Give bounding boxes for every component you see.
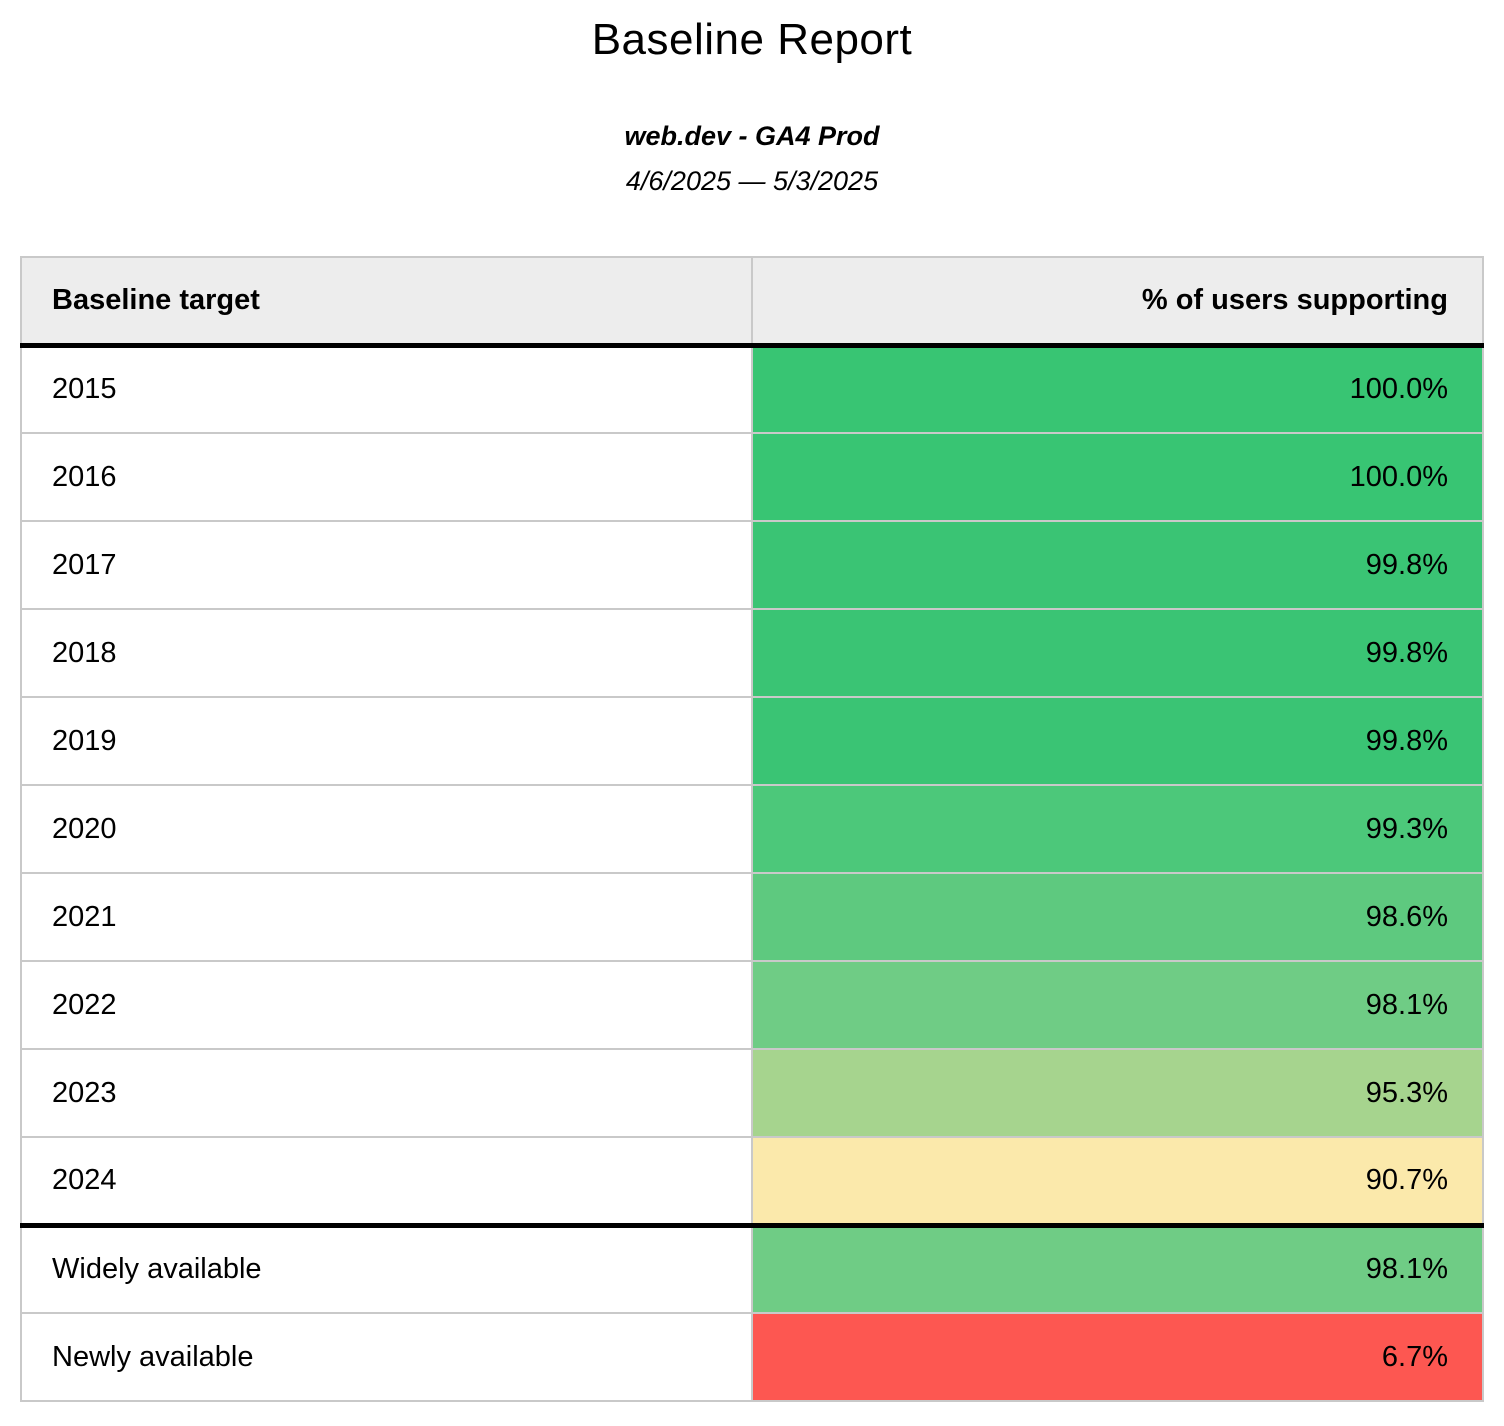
table-row: Widely available 98.1% [20,1222,1484,1314]
baseline-target-cell: 2023 [20,1048,753,1138]
percent-supporting-cell: 95.3% [751,1048,1484,1138]
column-header-baseline-target: Baseline target [20,256,753,348]
percent-supporting-cell: 98.6% [751,872,1484,962]
table-row: 2023 95.3% [20,1048,1484,1138]
column-header-percent-users-supporting: % of users supporting [751,256,1484,348]
percent-supporting-cell: 98.1% [751,960,1484,1050]
baseline-target-cell: 2016 [20,432,753,522]
table-row: 2015 100.0% [20,344,1484,434]
baseline-target-cell: Widely available [20,1222,753,1314]
table-row: Newly available 6.7% [20,1312,1484,1402]
table-row: 2024 90.7% [20,1136,1484,1226]
table-row: 2022 98.1% [20,960,1484,1050]
table-row: 2016 100.0% [20,432,1484,522]
percent-supporting-cell: 99.8% [751,520,1484,610]
report-header: Baseline Report web.dev - GA4 Prod 4/6/2… [0,0,1504,197]
baseline-target-cell: 2021 [20,872,753,962]
baseline-target-cell: 2024 [20,1136,753,1226]
baseline-target-cell: 2020 [20,784,753,874]
percent-supporting-cell: 99.8% [751,608,1484,698]
percent-supporting-cell: 100.0% [751,432,1484,522]
baseline-target-cell: 2022 [20,960,753,1050]
table-row: 2018 99.8% [20,608,1484,698]
baseline-target-cell: 2015 [20,344,753,434]
table-header: Baseline target % of users supporting [20,256,1484,348]
baseline-target-cell: Newly available [20,1312,753,1402]
table-row: 2019 99.8% [20,696,1484,786]
table-row: 2021 98.6% [20,872,1484,962]
baseline-target-cell: 2019 [20,696,753,786]
page-title: Baseline Report [591,15,913,64]
percent-supporting-cell: 98.1% [751,1222,1484,1314]
percent-supporting-cell: 99.8% [751,696,1484,786]
table-row: 2017 99.8% [20,520,1484,610]
percent-supporting-cell: 6.7% [751,1312,1484,1402]
baseline-target-cell: 2017 [20,520,753,610]
table-body: 2015 100.0% 2016 100.0% 2017 99.8% 2018 99.8% 20… [20,344,1484,1402]
percent-supporting-cell: 99.3% [751,784,1484,874]
table-row: 2020 99.3% [20,784,1484,874]
report-date-range: 4/6/2025 — 5/3/2025 [625,166,879,196]
report-source: web.dev - GA4 Prod [624,121,880,151]
percent-supporting-cell: 100.0% [751,344,1484,434]
percent-supporting-cell: 90.7% [751,1136,1484,1226]
baseline-support-table: Baseline target % of users supporting 20… [20,256,1484,1402]
baseline-target-cell: 2018 [20,608,753,698]
table-header-row: Baseline target % of users supporting [20,256,1484,348]
